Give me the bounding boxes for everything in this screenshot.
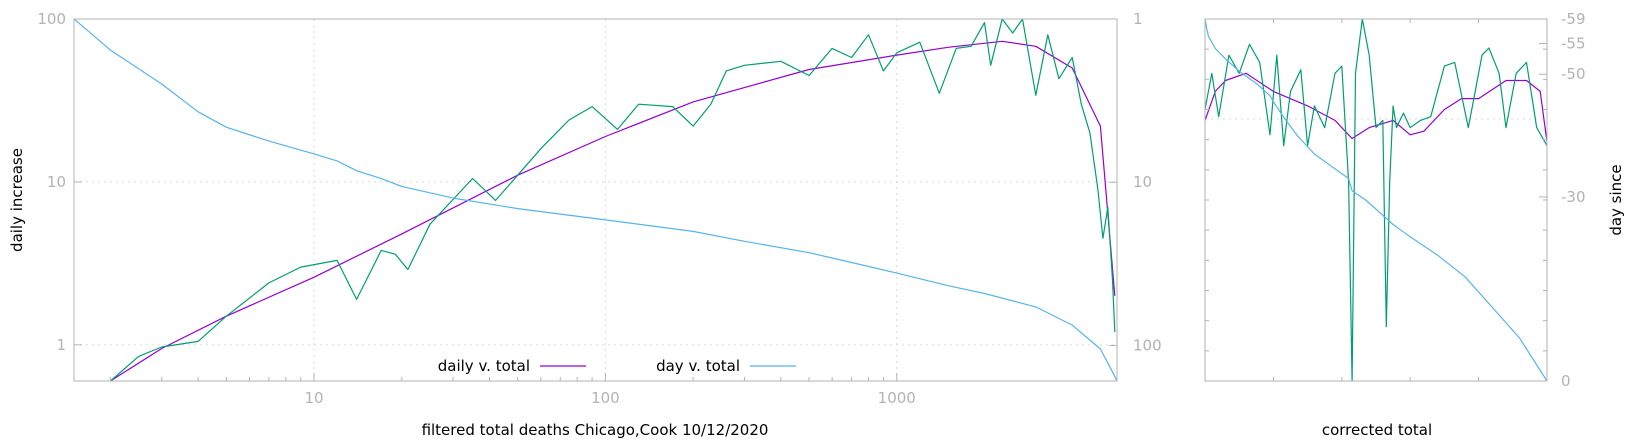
side-y2-tick-label: -59 <box>1561 10 1586 28</box>
y2-tick-label: 10 <box>1133 173 1152 191</box>
side-ticks: -59 -55 -50 -30 0 <box>1205 10 1586 390</box>
y-tick-label: 1 <box>56 336 66 354</box>
side-x-axis-title: corrected total <box>1322 421 1432 439</box>
series-line-2 <box>74 19 1117 381</box>
main-plot-frame <box>73 18 1118 382</box>
x-tick-label: 10 <box>305 389 324 407</box>
side-series-line-0 <box>1205 72 1547 143</box>
side-y2-tick-label: -50 <box>1561 65 1586 83</box>
y2-tick-label: 1 <box>1133 10 1143 28</box>
main-series <box>74 19 1117 381</box>
legend-label: day v. total <box>656 357 740 375</box>
legend: daily v. total day v. total <box>438 357 796 375</box>
y-tick-label: 100 <box>37 10 66 28</box>
side-series <box>1205 19 1547 381</box>
y2-tick-label: 100 <box>1133 336 1162 354</box>
side-y2-axis-title: day since <box>1607 164 1625 235</box>
main-plot: 10 100 1000 1 10 100 1 10 100 filtered total dea… <box>8 10 1162 439</box>
main-ticks: 10 100 1000 1 10 100 1 10 100 <box>37 10 1161 407</box>
main-grid <box>74 18 1117 381</box>
side-y2-tick-label: -55 <box>1561 35 1586 53</box>
x-tick-label: 100 <box>591 389 620 407</box>
series-line-0 <box>110 40 1116 381</box>
side-y2-tick-label: 0 <box>1561 372 1571 390</box>
y-tick-label: 10 <box>47 173 66 191</box>
main-y-axis-title: daily increase <box>8 148 26 252</box>
side-series-line-1 <box>1205 19 1547 381</box>
main-x-axis-title: filtered total deaths Chicago,Cook 10/12… <box>422 421 769 439</box>
series-line-1 <box>110 19 1116 381</box>
side-y2-tick-label: -30 <box>1561 188 1586 206</box>
side-plot: -59 -55 -50 -30 0 corrected total day since <box>1204 10 1625 439</box>
x-tick-label: 1000 <box>878 389 916 407</box>
side-series-line-2 <box>1205 19 1547 381</box>
side-plot-frame <box>1204 18 1548 382</box>
legend-label: daily v. total <box>438 357 530 375</box>
